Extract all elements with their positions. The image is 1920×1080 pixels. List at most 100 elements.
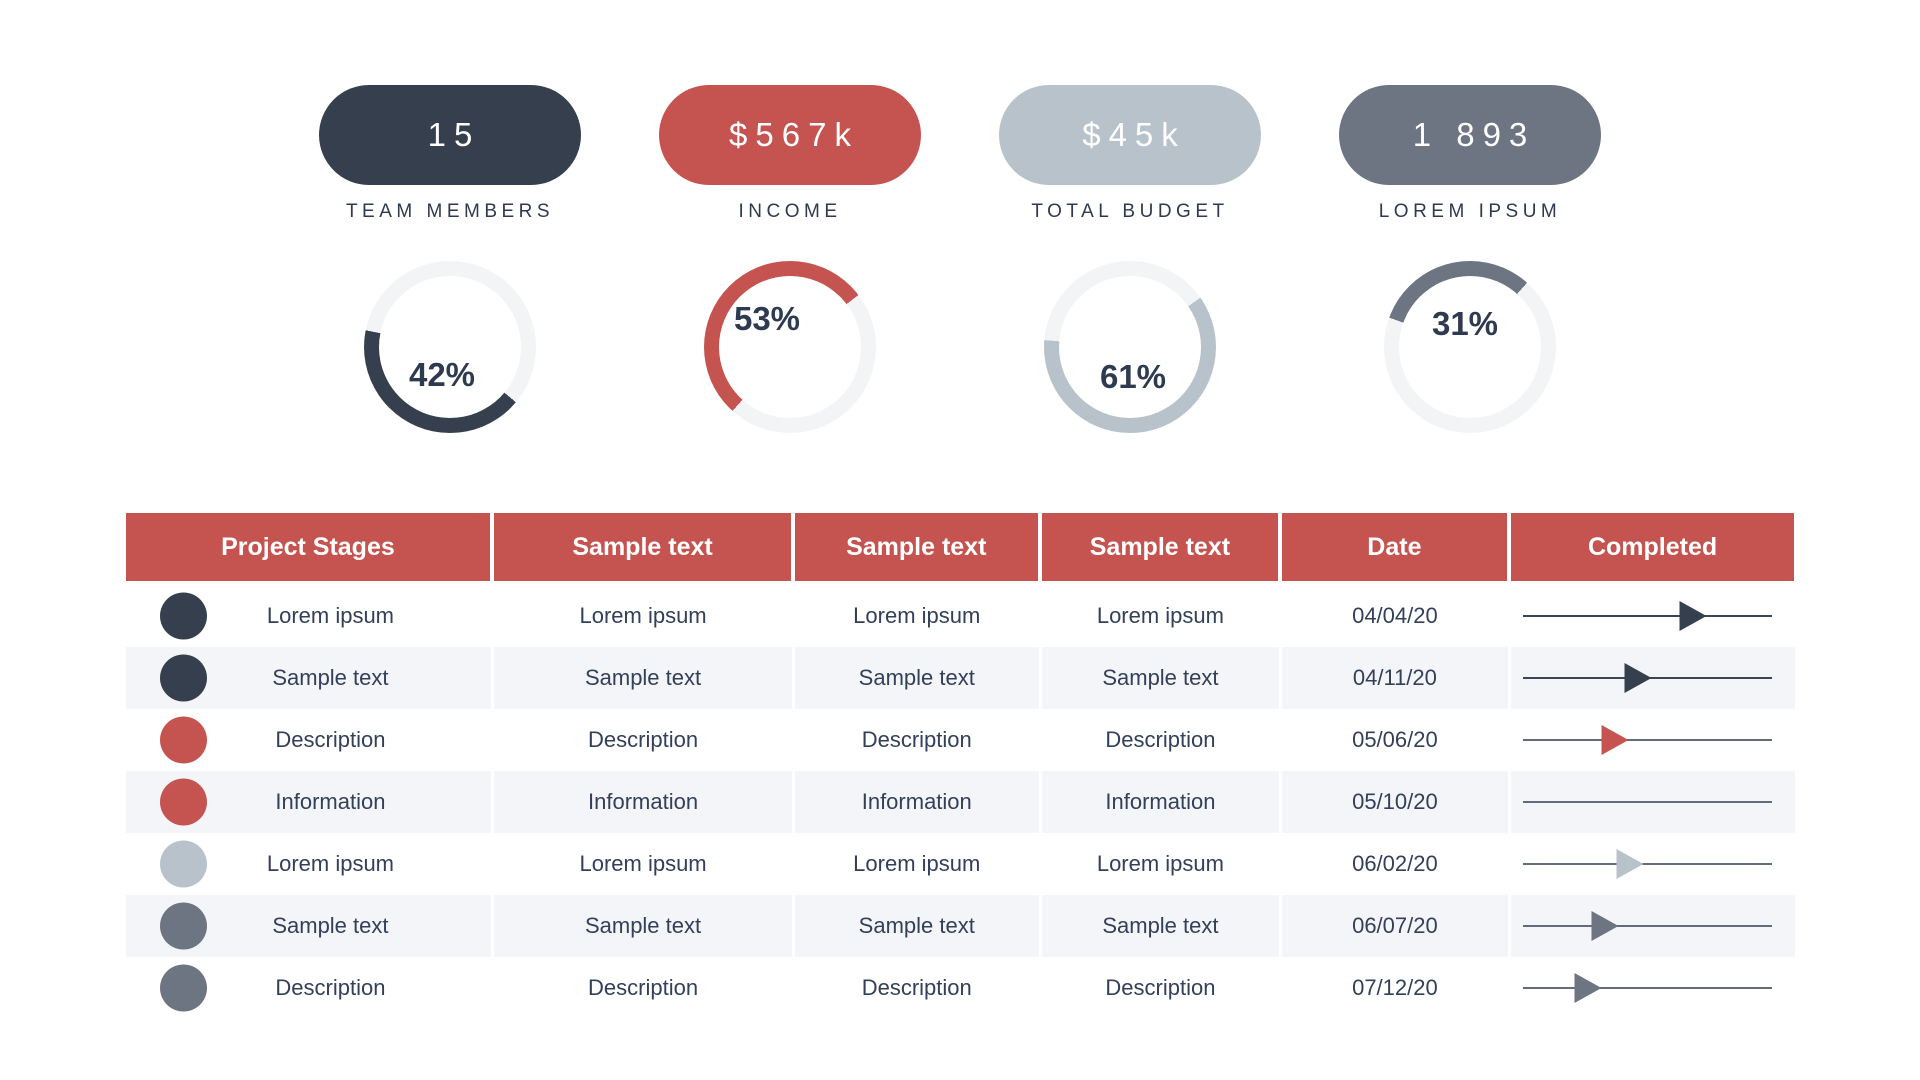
progress-arrow-icon: [1616, 849, 1644, 879]
stat-lorem-ipsum: 1 893 LOREM IPSUM: [1339, 85, 1601, 223]
progress-line: [1522, 801, 1773, 803]
stage-cell: Lorem ipsum: [126, 585, 495, 647]
stage-label: Description: [275, 727, 386, 752]
completed-cell: [1511, 585, 1795, 647]
progress-track: [1522, 833, 1773, 895]
sample-text-cell: Sample text: [494, 647, 795, 709]
completed-cell: [1511, 895, 1795, 957]
stage-cell: Information: [126, 771, 495, 833]
progress-track: [1522, 771, 1773, 833]
stage-dot-icon: [159, 716, 207, 764]
progress-line: [1522, 739, 1773, 741]
date-cell: 07/12/20: [1282, 957, 1511, 1019]
table-header-row: Project Stages Sample text Sample text S…: [125, 513, 1795, 581]
progress-arrow-icon: [1601, 725, 1629, 755]
sample-text-cell: Description: [1042, 957, 1283, 1019]
stats-row: 15 TEAM MEMBERS $567k INCOME $45k TOTAL …: [0, 0, 1920, 223]
stage-cell: Description: [126, 957, 495, 1019]
stage-label: Description: [275, 975, 386, 1000]
stat-pill: $567k: [659, 85, 921, 185]
stage-dot-icon: [159, 654, 207, 702]
stage-label: Lorem ipsum: [266, 603, 394, 628]
header-date: Date: [1282, 513, 1511, 581]
progress-arrow-icon: [1591, 911, 1619, 941]
stage-label: Sample text: [272, 665, 389, 690]
donut-chart: 53%: [704, 261, 876, 433]
progress-track: [1522, 895, 1773, 957]
stat-value: 15: [427, 116, 481, 153]
progress-line: [1522, 925, 1773, 927]
table-row: Description Description Description Descrip…: [125, 709, 1795, 771]
table-row: Information Information Information Informa…: [125, 771, 1795, 833]
sample-text-cell: Description: [494, 957, 795, 1019]
donut-col-lorem-ipsum: 31%: [1339, 261, 1601, 433]
donut-chart: 42%: [364, 261, 536, 433]
donut-percent-label: 42%: [408, 356, 476, 393]
sample-text-cell: Description: [1042, 709, 1283, 771]
project-stages-table: Project Stages Sample text Sample text S…: [125, 513, 1795, 1019]
stat-value: $45k: [1082, 116, 1186, 153]
stage-cell: Lorem ipsum: [126, 833, 495, 895]
date-cell: 04/04/20: [1282, 585, 1511, 647]
stage-dot-icon: [159, 964, 207, 1012]
progress-line: [1522, 987, 1773, 989]
stage-label: Lorem ipsum: [266, 851, 394, 876]
stage-dot-icon: [159, 840, 207, 888]
progress-line: [1522, 615, 1773, 617]
header-sample-text-1: Sample text: [494, 513, 795, 581]
sample-text-cell: Lorem ipsum: [494, 585, 795, 647]
donut-chart: 31%: [1384, 261, 1556, 433]
progress-arrow-icon: [1624, 663, 1652, 693]
date-cell: 04/11/20: [1282, 647, 1511, 709]
sample-text-cell: Lorem ipsum: [795, 585, 1042, 647]
donut-col-team-members: 42%: [319, 261, 581, 433]
table-row: Lorem ipsum Lorem ipsum Lorem ipsum Lorem i…: [125, 585, 1795, 647]
progress-track: [1522, 709, 1773, 771]
sample-text-cell: Description: [494, 709, 795, 771]
sample-text-cell: Description: [795, 957, 1042, 1019]
header-project-stages: Project Stages: [125, 513, 495, 581]
stat-pill: 15: [319, 85, 581, 185]
donut-col-income: 53%: [659, 261, 921, 433]
stat-label: TOTAL BUDGET: [1031, 201, 1229, 222]
date-cell: 06/02/20: [1282, 833, 1511, 895]
stat-team-members: 15 TEAM MEMBERS: [319, 85, 581, 223]
donut-percent-label: 31%: [1431, 305, 1499, 342]
stat-total-budget: $45k TOTAL BUDGET: [999, 85, 1261, 223]
progress-track: [1522, 647, 1773, 709]
sample-text-cell: Information: [795, 771, 1042, 833]
table-body: Lorem ipsum Lorem ipsum Lorem ipsum Lorem i…: [125, 585, 1795, 1019]
stat-label: TEAM MEMBERS: [345, 201, 555, 222]
sample-text-cell: Sample text: [795, 647, 1042, 709]
stat-value: 1 893: [1412, 116, 1536, 153]
sample-text-cell: Sample text: [1042, 895, 1283, 957]
progress-arrow-icon: [1679, 601, 1707, 631]
stat-pill: $45k: [999, 85, 1261, 185]
header-sample-text-2: Sample text: [794, 513, 1042, 581]
completed-cell: [1511, 647, 1795, 709]
stage-dot-icon: [159, 778, 207, 826]
donut-chart: 61%: [1044, 261, 1216, 433]
stage-dot-icon: [159, 592, 207, 640]
table-row: Sample text Sample text Sample text Sample …: [125, 895, 1795, 957]
stage-label: Sample text: [272, 913, 389, 938]
sample-text-cell: Description: [795, 709, 1042, 771]
donut-percent-label: 61%: [1099, 358, 1167, 395]
stat-pill: 1 893: [1339, 85, 1601, 185]
progress-line: [1522, 863, 1773, 865]
sample-text-cell: Lorem ipsum: [1042, 585, 1283, 647]
sample-text-cell: Information: [494, 771, 795, 833]
header-completed: Completed: [1510, 513, 1795, 581]
date-cell: 05/06/20: [1282, 709, 1511, 771]
stage-dot-icon: [159, 902, 207, 950]
sample-text-cell: Lorem ipsum: [494, 833, 795, 895]
completed-cell: [1511, 957, 1795, 1019]
stat-label: LOREM IPSUM: [1378, 201, 1562, 222]
donut-row: 42% 53% 61% 31%: [0, 261, 1920, 433]
completed-cell: [1511, 771, 1795, 833]
sample-text-cell: Sample text: [494, 895, 795, 957]
table-row: Description Description Description Descrip…: [125, 957, 1795, 1019]
table-row: Lorem ipsum Lorem ipsum Lorem ipsum Lorem i…: [125, 833, 1795, 895]
donut-percent-label: 53%: [733, 300, 801, 337]
stage-label: Information: [275, 789, 386, 814]
